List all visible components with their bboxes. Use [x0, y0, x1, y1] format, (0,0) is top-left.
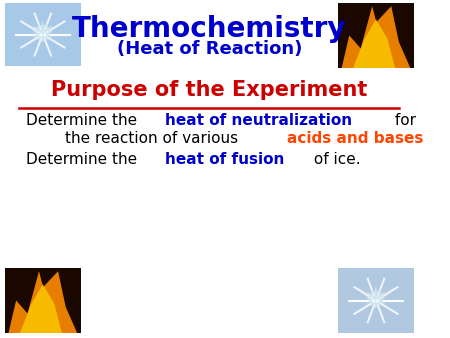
Text: for: for [390, 113, 416, 128]
Text: Determine the: Determine the [26, 152, 142, 167]
Text: heat of fusion: heat of fusion [165, 152, 285, 167]
Text: of ice.: of ice. [309, 152, 360, 167]
Polygon shape [342, 6, 410, 68]
Text: (Heat of Reaction): (Heat of Reaction) [117, 40, 302, 58]
Polygon shape [20, 284, 62, 333]
Text: acids and bases: acids and bases [287, 131, 423, 146]
Polygon shape [9, 271, 77, 333]
Text: ❅: ❅ [364, 287, 387, 314]
Text: the reaction of various: the reaction of various [26, 131, 243, 146]
Text: heat of neutralization: heat of neutralization [165, 113, 352, 128]
Text: Purpose of the Experiment: Purpose of the Experiment [51, 80, 368, 100]
Polygon shape [353, 19, 395, 68]
FancyBboxPatch shape [338, 3, 414, 68]
FancyBboxPatch shape [4, 3, 81, 66]
Text: Thermochemistry: Thermochemistry [72, 15, 346, 43]
FancyBboxPatch shape [338, 268, 414, 333]
Text: ❅: ❅ [31, 21, 54, 48]
FancyBboxPatch shape [4, 268, 81, 333]
Text: Determine the: Determine the [26, 113, 142, 128]
